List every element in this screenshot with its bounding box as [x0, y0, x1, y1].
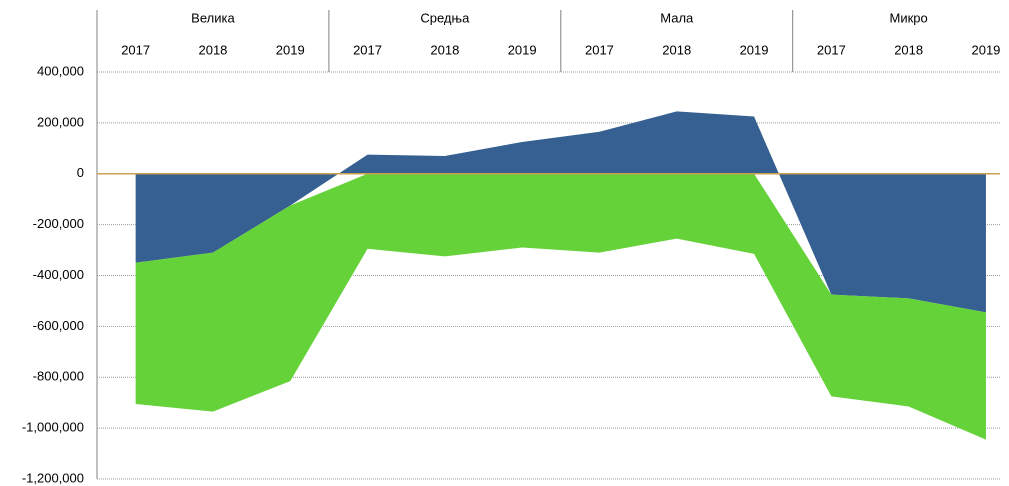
- y-tick-label: -1,200,000: [22, 470, 84, 485]
- y-tick-label: 200,000: [37, 114, 84, 129]
- x-tick-label: 2019: [276, 42, 305, 57]
- x-tick-label: 2017: [817, 42, 846, 57]
- y-tick-label: -400,000: [33, 267, 84, 282]
- x-tick-label: 2018: [662, 42, 691, 57]
- group-label: Велика: [191, 10, 235, 25]
- x-tick-label: 2017: [353, 42, 382, 57]
- group-label: Средња: [420, 10, 470, 25]
- x-tick-label: 2019: [508, 42, 537, 57]
- y-tick-label: -800,000: [33, 369, 84, 384]
- x-tick-label: 2017: [121, 42, 150, 57]
- group-label: Микро: [890, 10, 928, 25]
- x-tick-label: 2017: [585, 42, 614, 57]
- y-tick-label: -200,000: [33, 216, 84, 231]
- y-tick-label: -600,000: [33, 318, 84, 333]
- x-tick-label: 2018: [430, 42, 459, 57]
- x-tick-label: 2018: [894, 42, 923, 57]
- x-tick-label: 2018: [198, 42, 227, 57]
- x-tick-label: 2019: [971, 42, 1000, 57]
- plot-area: [135, 111, 986, 440]
- y-tick-label: 0: [77, 165, 84, 180]
- area: [135, 111, 986, 313]
- area: [135, 173, 986, 440]
- y-tick-label: -1,000,000: [22, 420, 84, 435]
- y-tick-label: 400,000: [37, 63, 84, 78]
- group-label: Мала: [660, 10, 694, 25]
- x-tick-label: 2019: [740, 42, 769, 57]
